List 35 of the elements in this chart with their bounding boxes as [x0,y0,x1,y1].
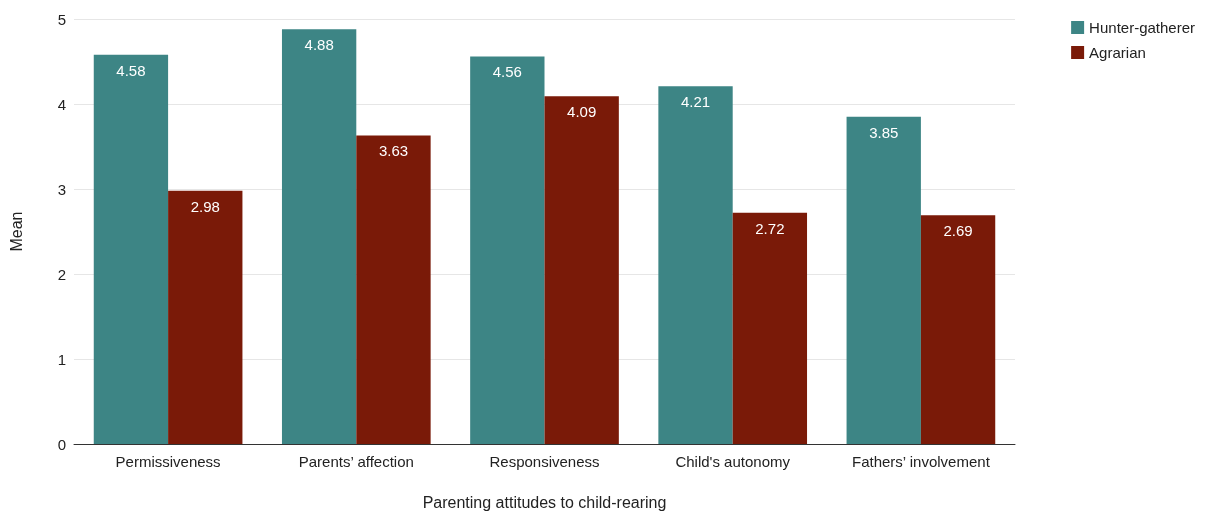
data-label: 3.85 [869,123,899,141]
bar [356,135,431,444]
bar [732,212,808,444]
y-tick-label: 1 [57,350,66,368]
data-label: 4.56 [492,63,522,81]
x-tick-label: Permissiveness [115,453,221,470]
bar [544,96,619,444]
y-axis-title: Mean [7,211,25,252]
data-label: 4.09 [567,103,597,121]
bar [470,56,545,444]
data-label: 2.98 [190,197,220,215]
x-tick-label: Child's autonomy [675,453,791,470]
legend-label: Hunter-gatherer [1089,19,1195,36]
y-tick-label: 2 [57,265,66,283]
x-axis-title: Parenting attitudes to child-rearing [422,493,667,511]
x-tick-label: Parents’ affection [298,453,414,470]
data-label: 2.72 [755,219,785,237]
data-label: 3.63 [378,142,409,160]
bar [168,190,243,444]
y-tick-label: 3 [57,180,66,198]
data-label: 4.88 [304,36,334,54]
y-tick-label: 4 [57,95,66,113]
x-tick-label: Fathers’ involvement [851,453,991,470]
x-tick-label: Responsiveness [489,453,600,470]
y-tick-label: 5 [57,10,66,28]
bar [920,215,996,444]
bar [93,54,169,444]
bar [658,86,733,444]
data-label: 2.69 [943,222,973,240]
data-label: 4.21 [680,93,711,111]
bar [281,29,357,444]
y-tick-label: 0 [57,435,66,453]
data-label: 4.58 [116,61,146,79]
bar [846,116,921,444]
legend-label: Agrarian [1089,44,1146,61]
